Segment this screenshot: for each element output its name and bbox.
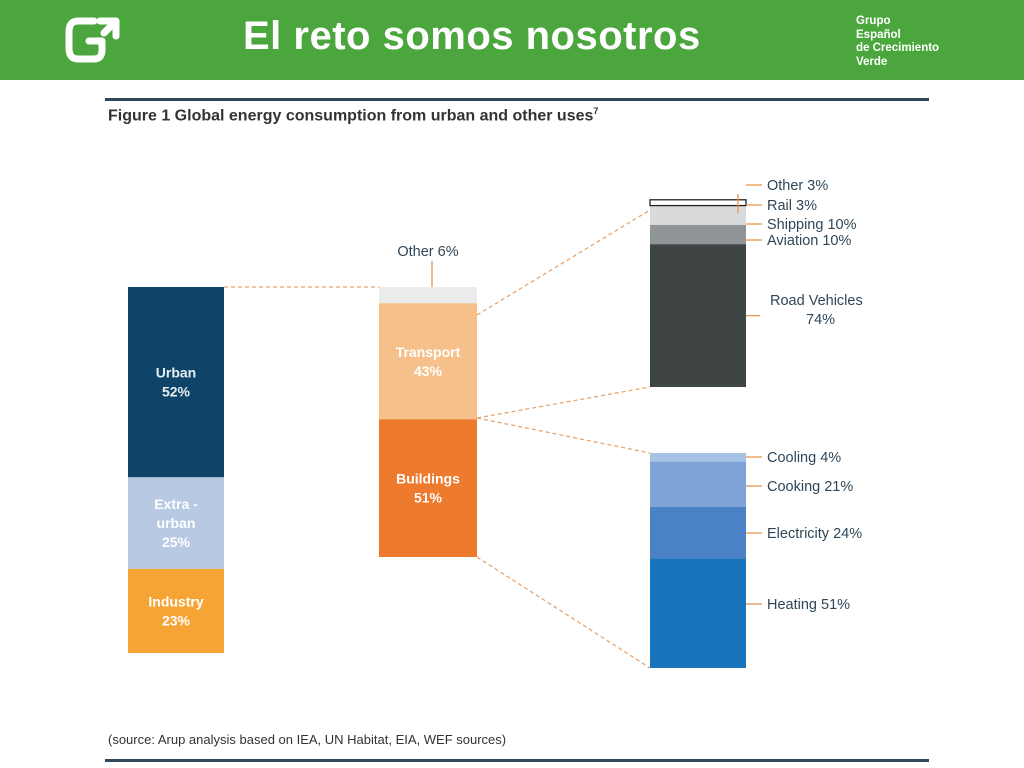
- slide-title: El reto somos nosotros: [243, 14, 701, 58]
- brand-line: Grupo: [856, 15, 891, 27]
- connector-transport-bottom: [476, 386, 651, 419]
- global-segment-label: Industry: [148, 593, 203, 609]
- urban-segment-label: 43%: [414, 363, 443, 379]
- urban-segment-transport-43: [379, 303, 477, 420]
- global-segment-label: urban: [157, 515, 196, 531]
- global-segment-label: 23%: [162, 612, 191, 628]
- buildings-segment-label: Cooking 21%: [767, 479, 853, 495]
- connector-buildings-top: [476, 417, 651, 454]
- buildings-segment-heating-51: [650, 558, 746, 668]
- figure-title-text: Figure 1 Global energy consumption from …: [108, 107, 594, 125]
- transport-segment-label: Rail 3%: [767, 198, 817, 214]
- figure-top-rule: [105, 98, 929, 101]
- global-segment-label: Extra -: [154, 496, 198, 512]
- buildings-segment-label: Electricity 24%: [767, 526, 862, 542]
- buildings-segment-label: Cooling 4%: [767, 450, 841, 466]
- transport-segment-label: 74%: [806, 312, 835, 328]
- global-segment-label: 25%: [162, 534, 191, 550]
- transport-segment-label: Road Vehicles: [770, 293, 863, 309]
- buildings-segment-cooking-21: [650, 461, 746, 507]
- brand-line: Verde: [856, 55, 888, 68]
- transport-segment-other-3: [650, 194, 746, 200]
- transport-segment-aviation-10: [650, 224, 746, 245]
- brand-line: Español: [856, 28, 901, 41]
- figure-title: Figure 1 Global energy consumption from …: [108, 106, 598, 125]
- brand-line: de Crecimiento: [856, 42, 940, 54]
- transport-rail-outline: [649, 199, 747, 207]
- urban-segment-label: Transport: [396, 344, 461, 360]
- global-segment-label: Urban: [156, 365, 196, 381]
- figure-source: (source: Arup analysis based on IEA, UN …: [108, 732, 507, 747]
- buildings-segment-label: Heating 51%: [767, 597, 850, 613]
- header-bar: El reto somos nosotros Grupo Español de …: [0, 0, 1024, 80]
- figure-footnote-marker: 7: [593, 106, 599, 116]
- global-segment-industry-23: [128, 568, 224, 653]
- g-arrow-logo-icon: [65, 17, 120, 63]
- urban-segment-other-6: [379, 287, 477, 304]
- connector-transport-top: [476, 209, 651, 316]
- figure-bottom-rule: [105, 759, 929, 762]
- transport-segment-label: Shipping 10%: [767, 217, 857, 233]
- connector-buildings-bottom: [476, 556, 651, 669]
- brand-name: Grupo Español de Crecimiento Verde: [856, 15, 939, 69]
- urban-segment-label: Buildings: [396, 471, 460, 487]
- global-segment-label: 52%: [162, 384, 191, 400]
- transport-segment-label: Other 3%: [767, 178, 828, 194]
- global-segment-extra-urban-25: [128, 477, 224, 569]
- transport-segment-rail-3: [650, 199, 746, 206]
- urban-segment-buildings-51: [379, 419, 477, 557]
- buildings-segment-cooling-4: [650, 453, 746, 462]
- transport-segment-label: Aviation 10%: [767, 233, 851, 249]
- urban-other-label: Other 6%: [397, 244, 458, 260]
- urban-segment-label: 51%: [414, 490, 443, 506]
- global-segment-urban-52: [128, 287, 224, 478]
- buildings-segment-electricity-24: [650, 506, 746, 559]
- transport-segment-road-vehicles-74: [650, 244, 746, 387]
- transport-segment-shipping-10: [650, 205, 746, 225]
